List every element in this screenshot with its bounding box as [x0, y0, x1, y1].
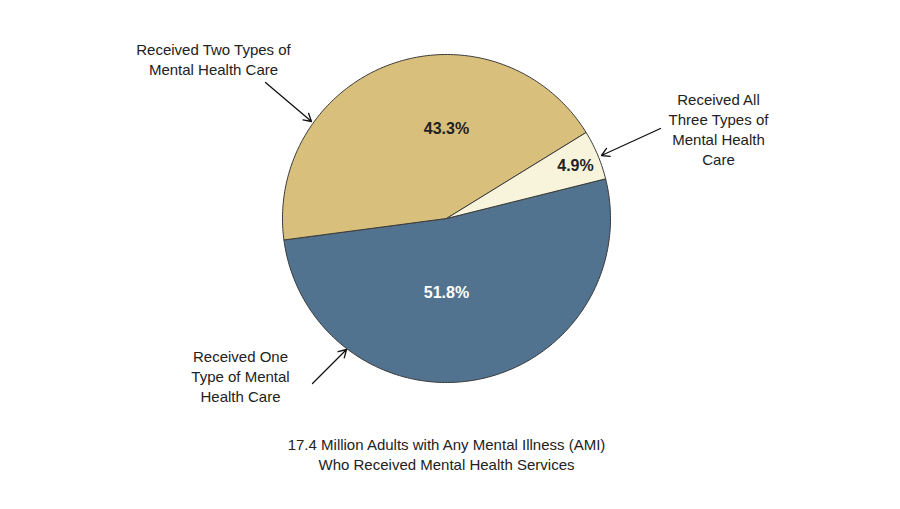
- svg-text:4.9%: 4.9%: [557, 157, 593, 174]
- svg-text:Received OneType of MentalHeal: Received OneType of MentalHealth Care: [191, 348, 289, 405]
- svg-text:43.3%: 43.3%: [424, 120, 469, 137]
- svg-text:Received AllThree Types ofMent: Received AllThree Types ofMental HealthC…: [669, 91, 770, 168]
- svg-text:Received Two Types ofMental He: Received Two Types ofMental Health Care: [136, 41, 291, 78]
- svg-text:51.8%: 51.8%: [424, 284, 469, 301]
- svg-text:17.4 Million Adults with Any M: 17.4 Million Adults with Any Mental Illn…: [288, 436, 606, 473]
